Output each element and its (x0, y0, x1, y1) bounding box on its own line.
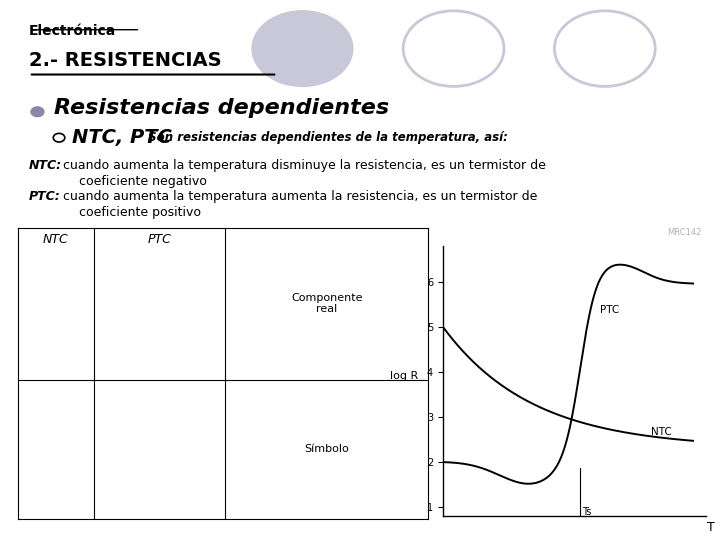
Text: Resistencias dependientes: Resistencias dependientes (54, 98, 389, 118)
Text: MRC142: MRC142 (667, 228, 702, 237)
Text: NTC: NTC (43, 233, 69, 246)
Text: Son resistencias dependientes de la temperatura, así:: Son resistencias dependientes de la temp… (144, 131, 508, 144)
X-axis label: T: T (707, 521, 715, 534)
Text: NTC: NTC (651, 427, 671, 437)
Y-axis label: log R: log R (390, 370, 419, 381)
Text: cuando aumenta la temperatura disminuye la resistencia, es un termistor de: cuando aumenta la temperatura disminuye … (59, 159, 546, 172)
Text: Electrónica: Electrónica (29, 24, 116, 38)
Text: PTC: PTC (148, 233, 171, 246)
Text: Componente
real: Componente real (291, 293, 363, 314)
Circle shape (252, 11, 353, 86)
Text: coeficiente negativo: coeficiente negativo (79, 176, 207, 188)
Text: NTC:: NTC: (29, 159, 62, 172)
Text: coeficiente positivo: coeficiente positivo (79, 206, 201, 219)
Text: PTC: PTC (600, 305, 620, 315)
Text: Ts: Ts (582, 507, 591, 517)
Text: cuando aumenta la temperatura aumenta la resistencia, es un termistor de: cuando aumenta la temperatura aumenta la… (59, 190, 537, 203)
Text: NTC, PTC: NTC, PTC (72, 128, 172, 147)
Text: Símbolo: Símbolo (305, 444, 349, 455)
Circle shape (31, 107, 44, 117)
Text: 2.- RESISTENCIAS: 2.- RESISTENCIAS (29, 51, 222, 70)
Text: PTC:: PTC: (29, 190, 60, 203)
